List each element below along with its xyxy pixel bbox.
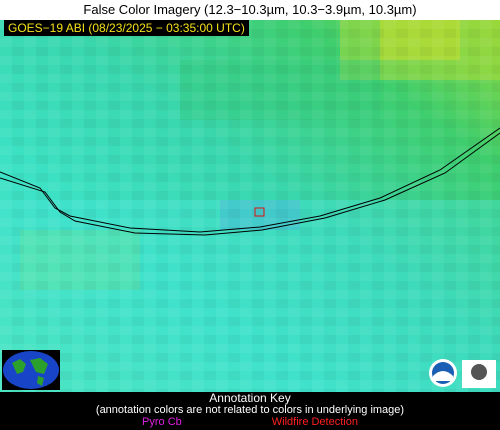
key-item: Pyro Cb: [142, 416, 182, 428]
key-note: (annotation colors are not related to co…: [95, 404, 405, 416]
cimss-logo: [462, 360, 496, 388]
title: False Color Imagery (12.3−10.3µm, 10.3−3…: [83, 2, 417, 17]
satellite-image: [0, 20, 500, 392]
annotation-key: Annotation Key (annotation colors are no…: [0, 392, 500, 430]
key-item: Wildfire Detection: [271, 416, 358, 428]
globe-logo: [2, 350, 60, 390]
noaa-logo: [429, 359, 457, 387]
key-title: Annotation Key: [209, 391, 291, 405]
timestamp-label: GOES−19 ABI (08/23/2025 − 03:35:00 UTC): [4, 20, 249, 36]
